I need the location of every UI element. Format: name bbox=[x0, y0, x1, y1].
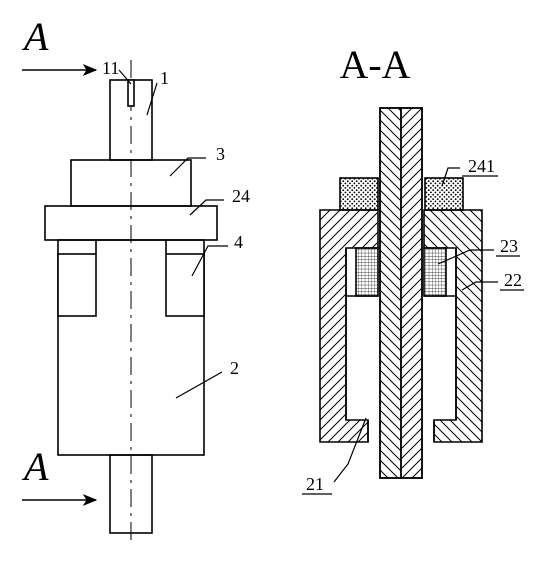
part-241-seal-right bbox=[425, 178, 463, 210]
shaft-section-left bbox=[380, 108, 401, 478]
label-3: 3 bbox=[216, 144, 225, 164]
left-callout-labels: A A 11 1 3 24 4 2 bbox=[21, 14, 250, 489]
body-22-wall-right bbox=[424, 210, 482, 442]
label-24: 24 bbox=[232, 186, 250, 206]
label-241: 241 bbox=[468, 156, 495, 176]
leader-24 bbox=[190, 200, 224, 215]
section-letter-A-top: A bbox=[21, 14, 49, 59]
leader-11 bbox=[119, 70, 131, 84]
label-23: 23 bbox=[500, 236, 518, 256]
leader-2 bbox=[176, 372, 222, 398]
label-21: 21 bbox=[306, 474, 324, 494]
left-callout-leaders bbox=[119, 70, 228, 398]
label-22: 22 bbox=[504, 270, 522, 290]
left-window bbox=[58, 254, 96, 316]
part-23-block-left bbox=[356, 248, 378, 296]
label-4: 4 bbox=[234, 232, 243, 252]
section-title: A-A bbox=[339, 42, 410, 87]
section-letter-A-bottom: A bbox=[21, 444, 49, 489]
engineering-drawing: A A 11 1 3 24 4 2 bbox=[0, 0, 550, 564]
section-view-a-a bbox=[320, 108, 482, 478]
left-elevation-view bbox=[22, 60, 217, 540]
part-23-block-right bbox=[424, 248, 446, 296]
label-1: 1 bbox=[160, 68, 169, 88]
label-11: 11 bbox=[102, 58, 119, 78]
shaft-section-right bbox=[401, 108, 422, 478]
label-2: 2 bbox=[230, 358, 239, 378]
body-22-wall-left bbox=[320, 210, 378, 442]
part-241-seal-left bbox=[340, 178, 378, 210]
